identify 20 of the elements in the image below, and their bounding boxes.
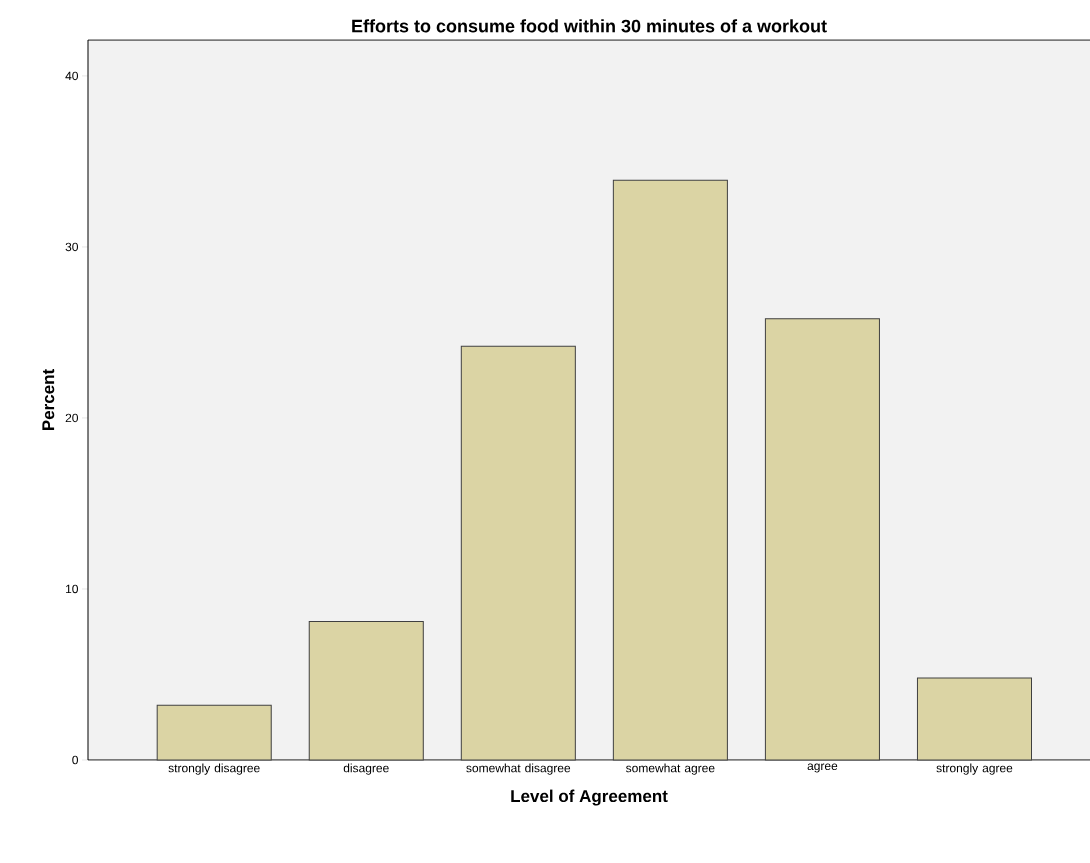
bar — [916, 677, 1032, 761]
x-tick-label: disagree — [343, 763, 389, 775]
y-tick-label: 40 — [65, 71, 78, 81]
bar — [460, 345, 576, 761]
x-tick-label: strongly disagree — [168, 763, 260, 775]
x-tick-label: strongly agree — [936, 763, 1013, 775]
y-tick-label: 20 — [65, 413, 78, 423]
bar — [156, 704, 272, 761]
y-tick-label: 10 — [66, 584, 78, 594]
y-axis-title: Percent — [42, 369, 55, 431]
x-tick-label: somewhat disagree — [466, 763, 571, 775]
x-tick-label: agree — [807, 763, 838, 773]
x-axis-title: Level of Agreement — [511, 789, 668, 806]
bar — [308, 620, 424, 761]
bar — [764, 318, 880, 761]
y-tick-label: 30 — [65, 242, 78, 252]
chart-title: Efforts to consume food within 30 minutes of a workout — [352, 19, 827, 33]
y-tick-label: 0 — [72, 755, 78, 765]
x-tick-label: somewhat agree — [626, 763, 715, 775]
bar — [612, 179, 728, 761]
